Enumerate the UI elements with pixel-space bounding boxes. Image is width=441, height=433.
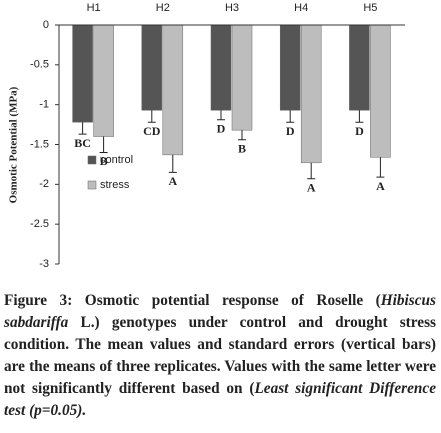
error-bar [168,154,177,173]
y-tick-label: 0 [43,19,49,31]
legend-marker [87,180,97,190]
error-bar [307,162,316,180]
chart: Osmotic Potential (MPa) 0 -0.5 -1 -1.5 -2 -2.… [8,2,405,270]
bar [279,24,301,111]
y-axis-label: Osmotic Potential (MPa) [8,86,20,203]
error-bar [78,122,87,135]
error-bar [147,110,156,123]
bar [93,24,114,137]
error-bar [99,136,108,153]
error-bar [376,157,385,178]
caption-text: L.) genotypes under control and drought … [4,314,436,397]
x-tick-label: H2 [156,2,170,14]
significance-letter: D [355,124,364,138]
bar [141,24,163,111]
error-bar [217,110,225,121]
bar [210,24,232,111]
caption: Figure 3: Osmotic potential response of … [4,290,436,422]
x-tick-label: H5 [363,2,377,14]
significance-letter: D [286,124,295,138]
significance-letter: D [217,122,226,136]
y-tick-label: -1 [39,99,49,111]
error-bar [238,130,246,141]
bar [231,24,253,131]
y-tick-label: -3 [39,258,49,270]
x-tick-label: H4 [294,2,308,14]
significance-letter: BC [74,136,91,150]
bar [370,24,391,158]
legend-marker [87,155,97,165]
error-bar [355,110,364,123]
significance-letter: A [307,181,316,195]
caption-text: Least significant Difference test (p=0.0… [4,380,436,419]
bar [162,24,184,156]
significance-letter: CD [143,124,161,138]
significance-letter: A [376,179,385,193]
bar [72,24,93,123]
significance-letter: A [168,174,177,188]
significance-letter: B [100,154,108,168]
y-tick-label: -2 [39,178,49,190]
significance-letter: B [238,141,246,155]
y-tick-label: -0.5 [30,59,49,71]
bar [349,24,370,111]
legend-label: stress [100,179,130,191]
legend-label: control [100,154,133,166]
bar [300,24,322,164]
x-tick-label: H3 [225,2,239,14]
caption-text: Figure 3: Osmotic potential response of … [4,292,381,309]
caption-text: Hibiscus sabdariffa [4,292,436,331]
y-tick-label: -1.5 [30,138,49,150]
x-tick-label: H1 [87,2,101,14]
y-tick-label: -2.5 [30,218,49,230]
error-bar [286,110,295,123]
